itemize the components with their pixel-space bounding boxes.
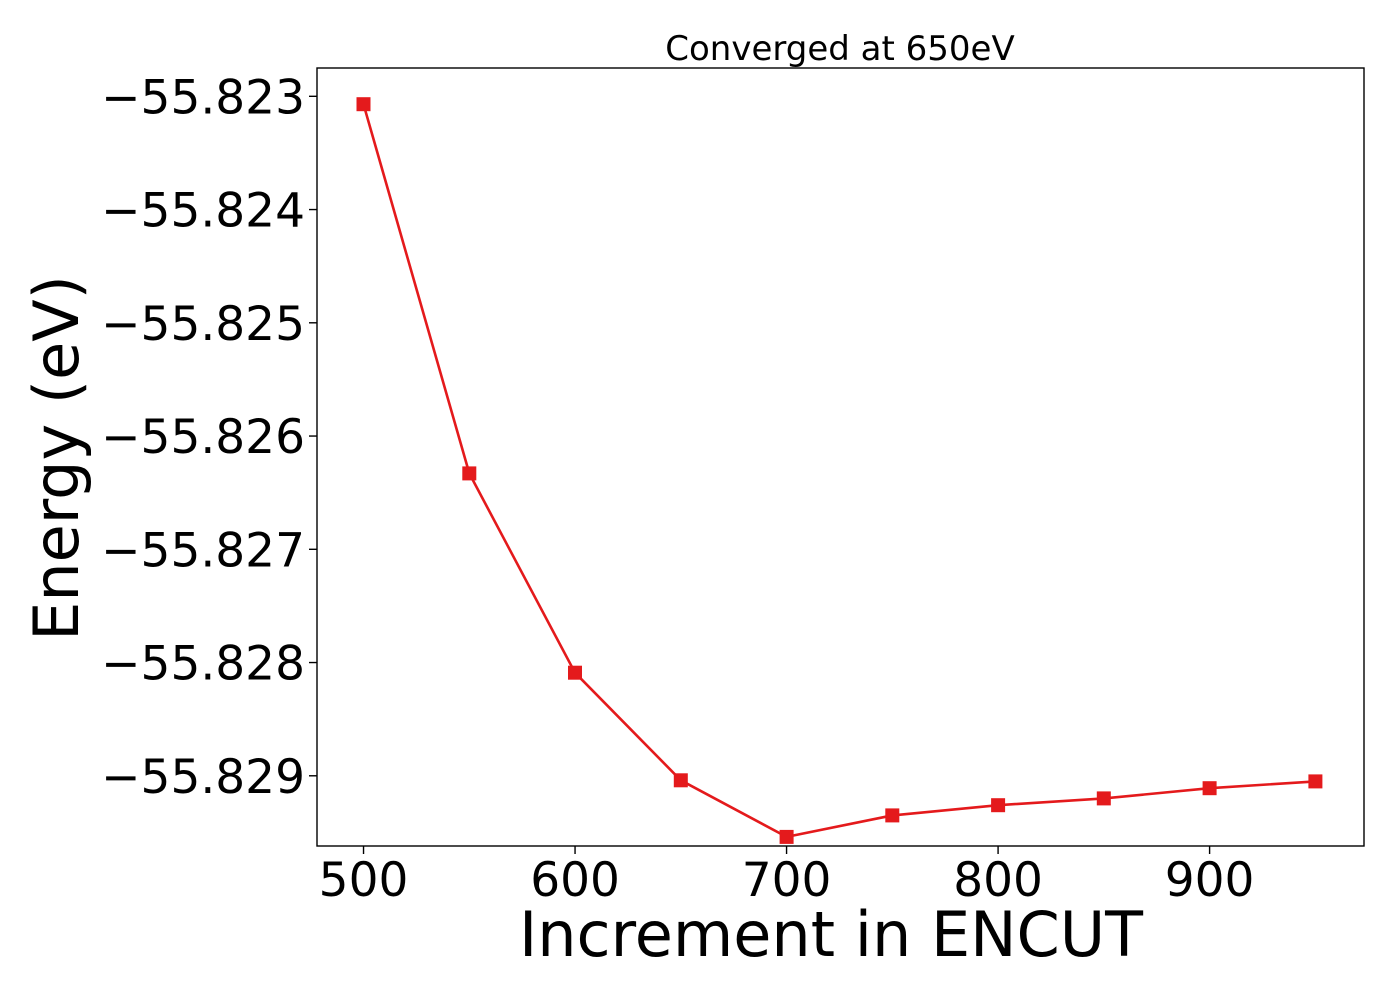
data-point	[1202, 781, 1217, 796]
series-line	[362, 103, 1316, 839]
plot-frame	[316, 67, 1365, 847]
chart-title: Converged at 650eV	[665, 29, 1014, 69]
data-point	[885, 808, 900, 823]
data-point	[356, 97, 371, 112]
axes: 500 600 700 800 900 −55.823 −55.824 −55.825 −55.…	[101, 67, 1365, 908]
x-tick-label: 700	[742, 853, 832, 908]
y-tick-label: −55.826	[101, 410, 305, 465]
y-tick-label: −55.825	[101, 297, 305, 352]
y-tick-label: −55.823	[101, 70, 305, 125]
y-tick-label: −55.828	[101, 637, 305, 692]
y-tick-label: −55.827	[101, 523, 305, 578]
data-point	[1096, 791, 1111, 806]
x-tick-label: 500	[319, 853, 409, 908]
x-tick-label: 600	[530, 853, 620, 908]
data-point	[1308, 774, 1323, 789]
x-axis-label: Increment in ENCUT	[519, 898, 1144, 971]
y-axis-label: Energy (eV)	[20, 275, 93, 641]
x-tick-label: 800	[953, 853, 1043, 908]
plot-area	[356, 97, 1323, 844]
data-point	[462, 466, 477, 481]
y-tick-label: −55.824	[101, 184, 305, 239]
x-tick-label: 900	[1165, 853, 1255, 908]
data-point	[991, 798, 1006, 813]
data-point	[568, 665, 582, 680]
data-point	[673, 773, 688, 788]
data-point	[779, 829, 794, 844]
y-tick-label: −55.829	[101, 750, 305, 805]
